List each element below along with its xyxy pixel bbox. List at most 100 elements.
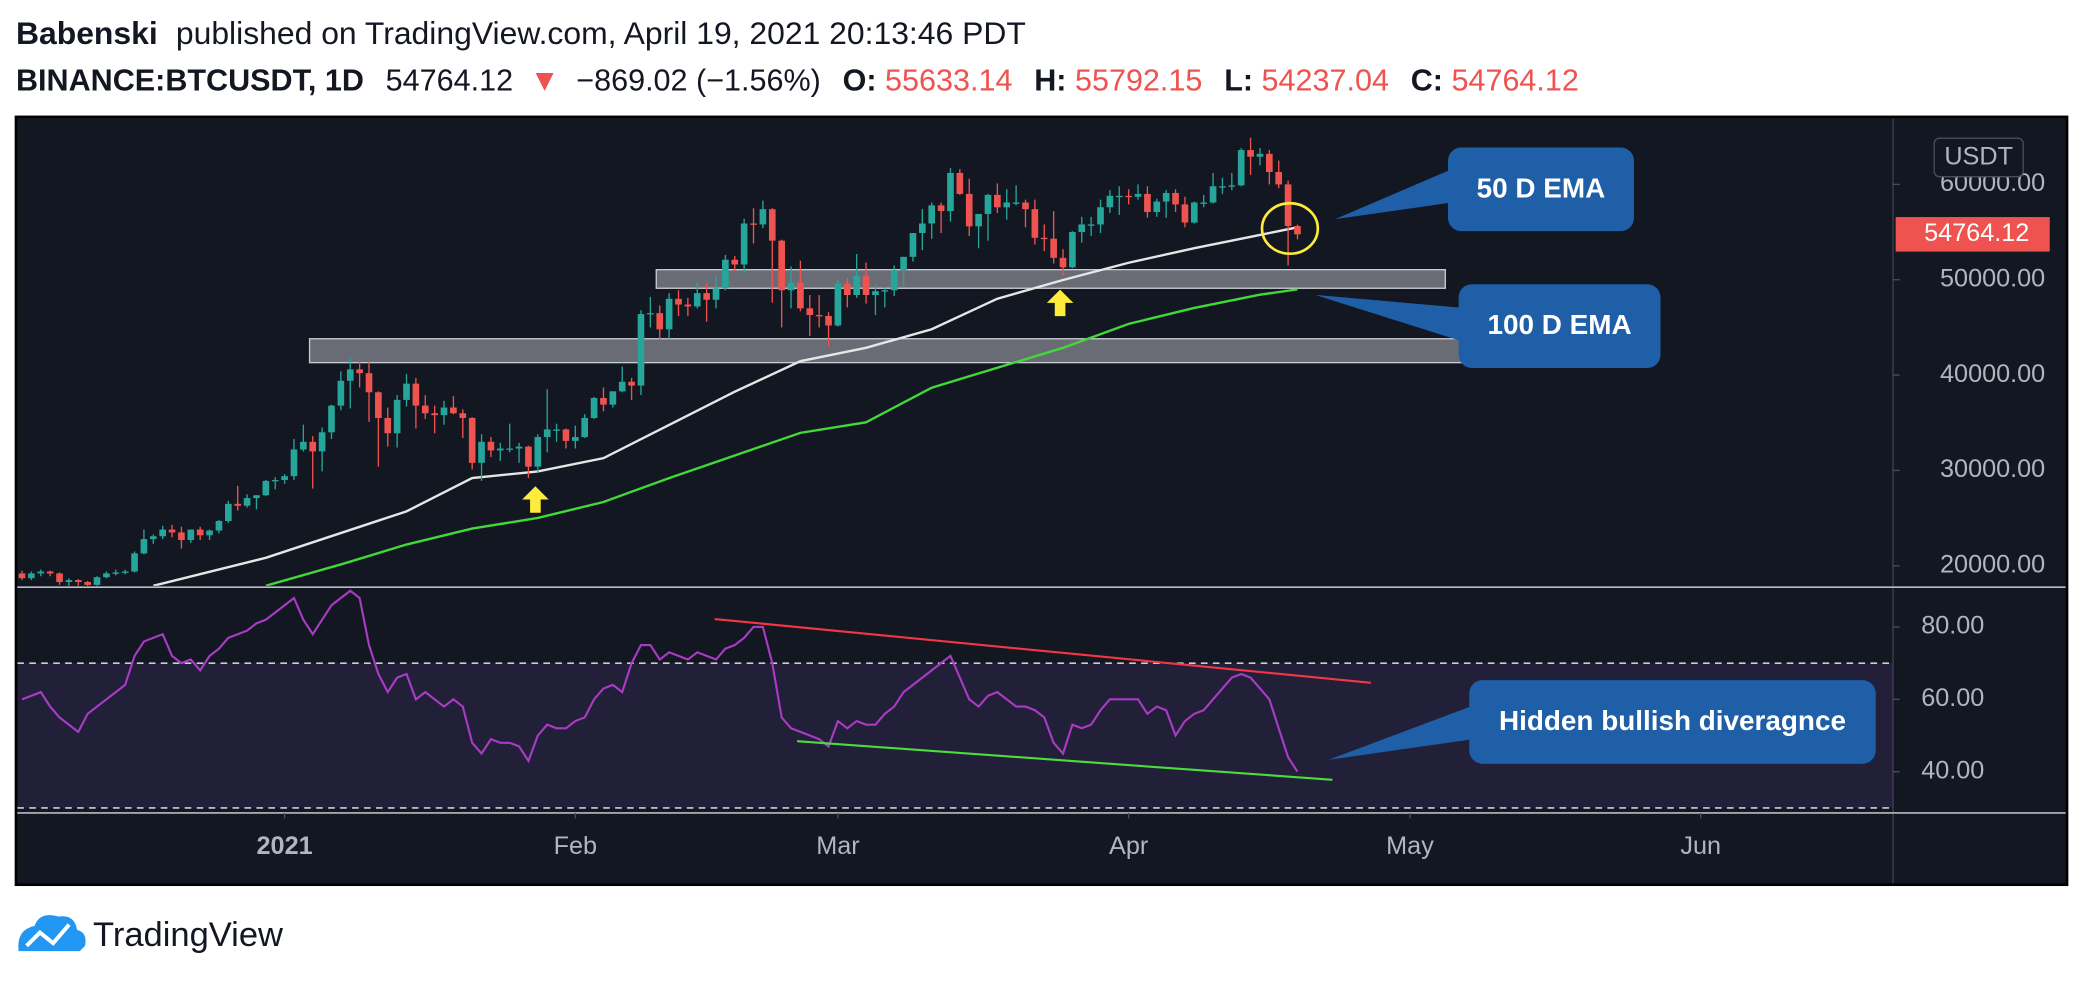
candle-body: [225, 503, 232, 521]
support-trendline: [797, 740, 1333, 781]
candle-body: [900, 256, 907, 271]
candle-body: [722, 259, 729, 289]
candle-body: [834, 283, 842, 326]
candle-body: [712, 288, 720, 300]
candle-body: [553, 429, 560, 431]
candle-body: [459, 413, 467, 419]
low-value: 54237.04: [1262, 63, 1389, 97]
change: −869.02 (−1.56%): [576, 63, 821, 97]
candle-body: [937, 205, 945, 212]
candle-body: [93, 577, 101, 585]
candle-body: [1219, 186, 1226, 188]
candle-body: [1097, 207, 1104, 225]
candle-body: [346, 369, 354, 381]
candle-body: [365, 373, 373, 393]
candle-body: [271, 479, 279, 482]
candle-body: [84, 582, 91, 585]
candle-body: [168, 529, 176, 533]
candle-body: [759, 209, 767, 225]
candle-body: [515, 446, 523, 449]
candle-body: [956, 172, 964, 194]
candle-body: [1247, 150, 1254, 157]
candle-body: [1172, 192, 1179, 205]
candle-body: [647, 313, 654, 315]
candle-body: [243, 498, 251, 506]
x-tick-label: Feb: [554, 832, 597, 860]
ema-line: [153, 226, 1298, 586]
candle-body: [703, 293, 710, 300]
candle-body: [534, 437, 542, 467]
candle-body: [159, 529, 166, 537]
candle-body: [1200, 202, 1208, 204]
candle-body: [590, 397, 598, 419]
candle-body: [787, 282, 795, 291]
candle-body: [843, 283, 851, 296]
callout-label: 100 D EMA: [1488, 309, 1632, 340]
candle-body: [740, 223, 748, 265]
candle-body: [1144, 193, 1151, 213]
header-line-2: BINANCE:BTCUSDT, 1D 54764.12 ▼ −869.02 (…: [16, 63, 1579, 97]
x-tick-label: Mar: [816, 832, 859, 860]
candle-body: [1256, 153, 1264, 157]
candle-body: [1106, 195, 1114, 208]
unit-label: USDT: [1944, 143, 2013, 171]
callout-box: [1447, 147, 1634, 232]
candle-body: [196, 529, 204, 536]
candle-body: [18, 573, 26, 579]
x-tick-label: May: [1386, 832, 1434, 860]
candle-body: [890, 270, 898, 291]
candle-body: [825, 315, 832, 326]
candle-body: [919, 223, 926, 234]
candle-body: [46, 571, 54, 574]
candle-body: [384, 418, 392, 434]
candle-body: [103, 573, 110, 578]
candle-body: [768, 209, 776, 241]
candle-body: [506, 448, 514, 450]
candle-body: [853, 275, 861, 296]
candle-body: [525, 446, 532, 467]
price-pane: [18, 137, 1465, 586]
candle-body: [178, 532, 185, 541]
highlight-circle: [1260, 201, 1320, 256]
candle-body: [609, 391, 617, 405]
candle-body: [1134, 193, 1142, 197]
author: Babenski: [16, 15, 158, 51]
candle-body: [684, 304, 692, 307]
candle-body: [975, 213, 982, 227]
candle-body: [1266, 153, 1273, 172]
candle-body: [421, 405, 429, 414]
unit-box: [1933, 137, 2024, 178]
candle-body: [1031, 209, 1039, 238]
candle-body: [290, 449, 298, 477]
callout-pointer: [1328, 704, 1478, 760]
candle-body: [1115, 195, 1123, 198]
y-tick-label: 40000.00: [1940, 360, 2045, 388]
candle-body: [356, 369, 363, 374]
candle-body: [1228, 185, 1236, 187]
candle-body: [731, 259, 739, 265]
support-zone: [655, 268, 1446, 289]
candle-body: [1237, 150, 1245, 186]
candle-body: [121, 571, 129, 573]
candle-body: [600, 397, 607, 405]
candle-body: [637, 314, 645, 386]
y-tick-label: 80.00: [1921, 612, 1984, 640]
low-label: L:: [1224, 63, 1253, 97]
candle-body: [412, 383, 420, 406]
candle-body: [28, 573, 35, 579]
candle-body: [281, 476, 288, 480]
callout-pointer: [1335, 167, 1456, 220]
candle-body: [112, 572, 120, 574]
close-label: C:: [1411, 63, 1443, 97]
candle-body: [1153, 201, 1161, 213]
candle-body: [337, 380, 345, 406]
candle-body: [215, 520, 223, 531]
candle-body: [618, 381, 626, 392]
candle-body: [947, 172, 954, 212]
logo-line: [25, 923, 71, 948]
ema-line: [265, 288, 1298, 586]
y-tick-label: 50000.00: [1940, 264, 2045, 292]
candle-body: [328, 405, 335, 433]
candle-body: [496, 448, 504, 451]
brand-name: TradingView: [93, 916, 284, 954]
